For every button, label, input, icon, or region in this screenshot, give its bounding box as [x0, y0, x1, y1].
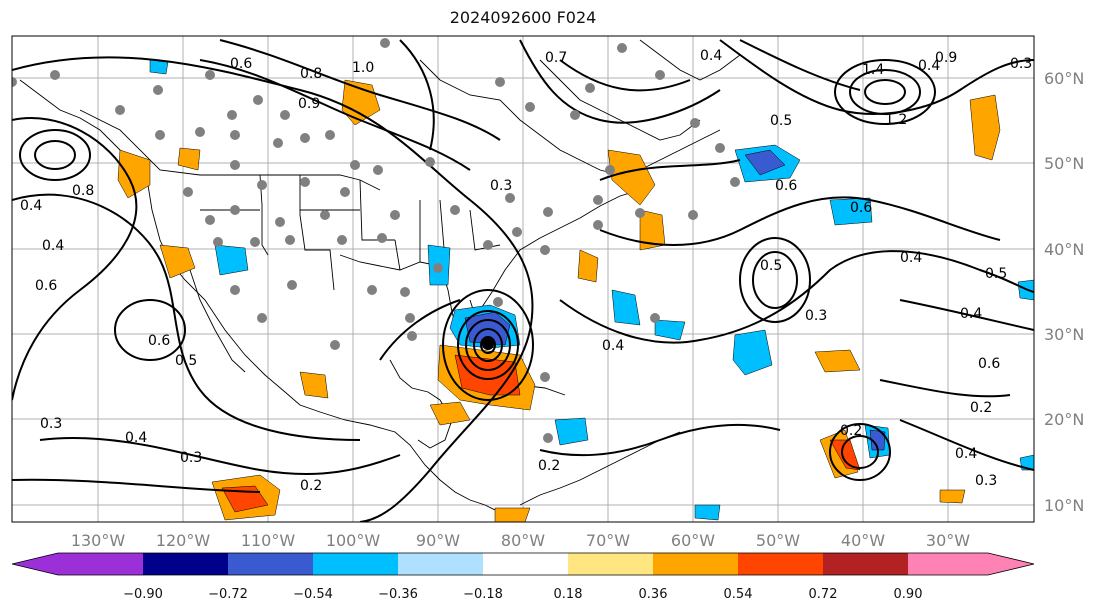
- map-frame: [11, 35, 1035, 523]
- contour-label: 0.5: [760, 258, 782, 274]
- contour-label: 0.3: [180, 450, 202, 466]
- contour-label: 0.3: [1010, 56, 1032, 72]
- lon-label: 100°W: [326, 531, 381, 550]
- colorbar-segment: [568, 553, 653, 575]
- colorbar-tick: 0.18: [554, 587, 583, 602]
- contour-label: 0.5: [175, 353, 197, 369]
- lat-label: 40°N: [1044, 240, 1084, 259]
- contour-label: 0.6: [850, 200, 872, 216]
- colorbar-segment: [483, 553, 568, 575]
- colorbar: −0.90 −0.72 −0.54 −0.36 −0.18 0.18 0.36 …: [11, 552, 1035, 602]
- contour-label: 0.4: [900, 250, 922, 266]
- contour-label: 0.4: [125, 430, 147, 446]
- contour-label: 0.2: [840, 423, 862, 439]
- contour-label: 1.2: [885, 112, 907, 128]
- lon-label: 50°W: [756, 531, 800, 550]
- lon-label: 40°W: [841, 531, 885, 550]
- colorbar-segment: [228, 553, 313, 575]
- colorbar-outline: [11, 552, 1035, 576]
- storm-center-marker: [482, 338, 494, 350]
- colorbar-segment: [908, 553, 988, 575]
- contour-label: 0.5: [770, 113, 792, 129]
- map-panel: 0.8 0.9 1.0 0.6 0.4 0.3 0.5 1.2 1.4 0.2 …: [12, 36, 1034, 522]
- colorbar-segment: [738, 553, 823, 575]
- contour-label: 0.4: [602, 338, 624, 354]
- lon-label: 120°W: [156, 531, 211, 550]
- lon-label: 130°W: [71, 531, 126, 550]
- lon-label: 80°W: [501, 531, 545, 550]
- colorbar-segment: [988, 553, 1034, 575]
- longitude-labels: 130°W 120°W 110°W 100°W 90°W 80°W 70°W 6…: [71, 531, 970, 550]
- contour-label: 0.3: [805, 308, 827, 324]
- lat-label: 60°N: [1044, 69, 1084, 88]
- colorbar-segment: [143, 553, 228, 575]
- contour-label: 0.6: [35, 278, 57, 294]
- station-markers: [12, 38, 740, 443]
- map-gridlines: [12, 36, 1034, 522]
- contour-label: 0.7: [545, 50, 567, 66]
- contour-label: 0.4: [960, 306, 982, 322]
- contour-label: 0.9: [298, 96, 320, 112]
- contour-label: 0.4: [20, 198, 42, 214]
- colorbar-segment: [398, 553, 483, 575]
- contour-label: 0.4: [918, 58, 940, 74]
- contour-label: 0.4: [955, 446, 977, 462]
- contour-label: 0.3: [40, 416, 62, 432]
- contour-label: 0.6: [230, 56, 252, 72]
- lon-label: 70°W: [586, 531, 630, 550]
- contour-label: 0.8: [300, 66, 322, 82]
- contour-lines: [12, 39, 1034, 522]
- colorbar-segment: [653, 553, 738, 575]
- colorbar-segment: [313, 553, 398, 575]
- contour-label: 0.6: [775, 178, 797, 194]
- contour-label: 0.2: [970, 400, 992, 416]
- colorbar-tick: −0.18: [463, 587, 503, 602]
- colorbar-tick: −0.72: [208, 587, 248, 602]
- colorbar-segment: [823, 553, 908, 575]
- contour-label: 0.2: [538, 458, 560, 474]
- contour-label: 0.8: [72, 183, 94, 199]
- contour-label: 0.6: [978, 356, 1000, 372]
- contour-label: 0.4: [42, 238, 64, 254]
- map-title: 2024092600 F024: [449, 8, 597, 27]
- contour-label: 0.3: [975, 473, 997, 489]
- contour-label: 0.9: [935, 50, 957, 66]
- lat-label: 50°N: [1044, 154, 1084, 173]
- lon-label: 60°W: [671, 531, 715, 550]
- colorbar-segment: [12, 553, 58, 575]
- lon-label: 90°W: [416, 531, 460, 550]
- lat-label: 20°N: [1044, 410, 1084, 429]
- contour-label: 0.6: [148, 333, 170, 349]
- lon-label: 110°W: [241, 531, 296, 550]
- lat-label: 10°N: [1044, 496, 1084, 515]
- colorbar-tick: −0.36: [378, 587, 418, 602]
- colorbar-tick: −0.54: [293, 587, 333, 602]
- latitude-labels: 60°N 50°N 40°N 30°N 20°N 10°N: [1044, 69, 1084, 515]
- colorbar-tick: 0.36: [639, 587, 668, 602]
- contour-label: 0.4: [700, 48, 722, 64]
- contour-label: 1.4: [862, 62, 884, 78]
- colorbar-tick: 0.54: [724, 587, 753, 602]
- lat-label: 30°N: [1044, 325, 1084, 344]
- contour-label: 0.3: [490, 178, 512, 194]
- colorbar-tick: −0.90: [123, 587, 163, 602]
- colorbar-tick: 0.72: [809, 587, 838, 602]
- contour-label: 1.0: [352, 60, 374, 76]
- colorbar-segment: [58, 553, 143, 575]
- colorbar-tick: 0.90: [894, 587, 923, 602]
- contour-label: 0.5: [985, 266, 1007, 282]
- contour-label-group: 0.8 0.9 1.0 0.6 0.4 0.3 0.5 1.2 1.4 0.2 …: [20, 48, 1032, 494]
- coastlines: [19, 39, 741, 521]
- lon-label: 30°W: [926, 531, 970, 550]
- contour-label: 0.2: [300, 478, 322, 494]
